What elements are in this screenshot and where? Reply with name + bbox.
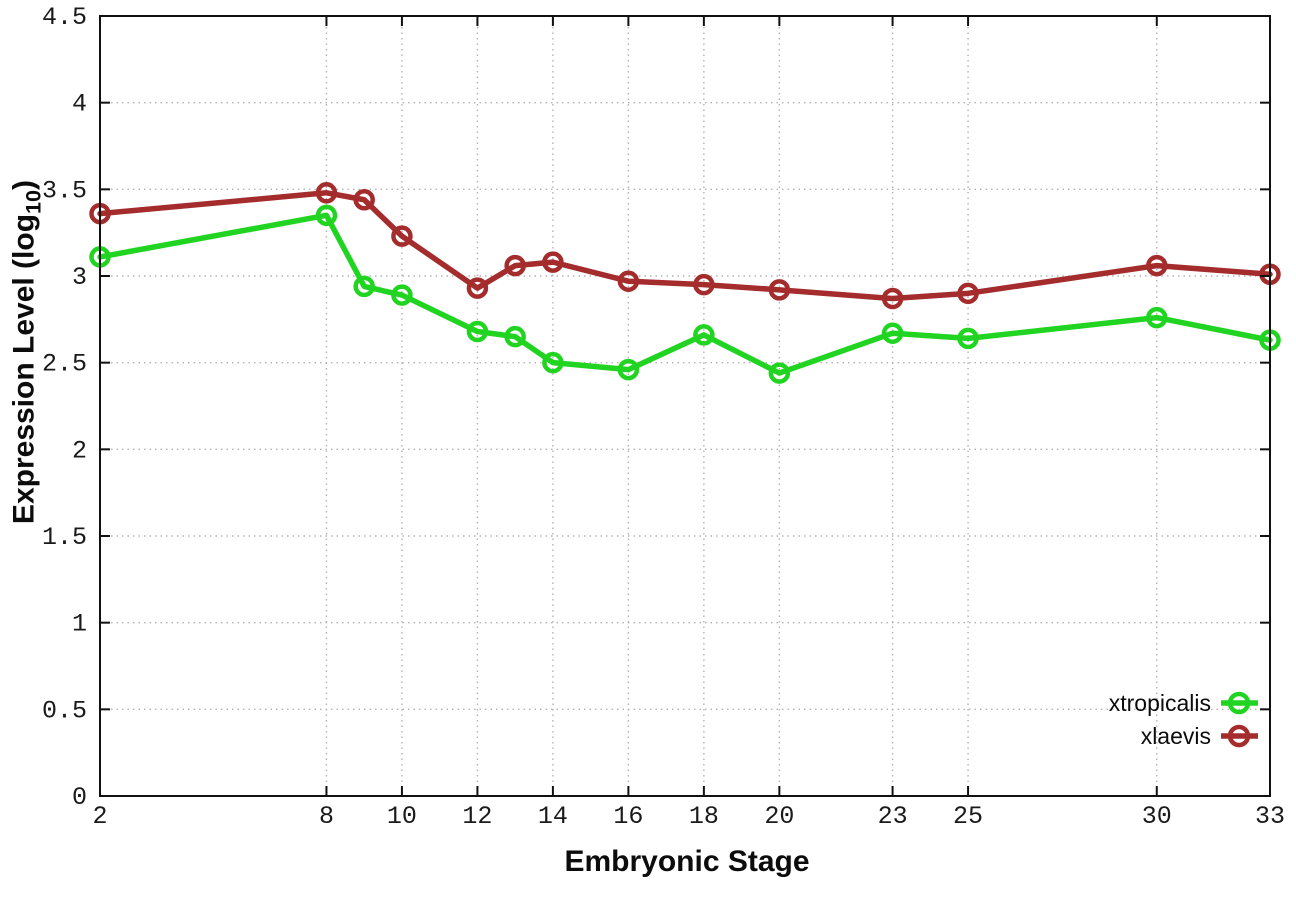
y-tick-label-3.5: 3.5 [42,176,87,205]
data-point-xtropicalis-stage-18 [693,324,715,346]
legend-marker-xlaevis [1227,724,1251,748]
data-point-xlaevis-stage-16 [617,270,640,292]
x-tick-label-12: 12 [462,802,492,831]
data-point-xlaevis-stage-30 [1146,254,1168,277]
data-point-xlaevis-stage-20 [768,279,791,301]
y-tick-label-3: 3 [72,263,87,292]
data-point-xtropicalis-stage-14 [542,351,564,374]
legend-label-xlaevis: xlaevis [1141,723,1211,749]
y-tick-label-2.5: 2.5 [42,350,87,379]
y-axis-title: Expression Level (log10) [8,180,47,524]
data-point-xlaevis-stage-12 [466,277,489,299]
data-point-xlaevis-stage-25 [957,282,979,305]
x-tick-label-23: 23 [878,802,908,831]
x-axis-title: Embryonic Stage [564,845,810,878]
data-point-xtropicalis-stage-10 [391,284,413,306]
series-line-xlaevis [97,190,1273,302]
data-point-xlaevis-stage-14 [542,251,564,273]
x-tick-label-30: 30 [1142,802,1172,831]
data-point-xtropicalis-stage-8 [315,204,338,227]
data-point-xlaevis-stage-13 [504,254,526,277]
y-tick-label-0: 0 [72,783,87,812]
data-point-xlaevis-stage-8 [315,182,338,204]
y-axis-title-prefix: Expression Level (log [7,213,41,525]
data-point-xtropicalis-stage-12 [466,320,489,343]
data-point-xtropicalis-stage-9 [353,275,375,298]
y-axis-title-subscript: 10 [20,189,46,214]
x-tick-label-10: 10 [387,802,417,831]
y-axis-title-suffix: ) [7,179,41,190]
data-point-xlaevis-stage-9 [353,188,375,211]
y-tick-label-1.5: 1.5 [42,523,87,552]
x-tick-label-20: 20 [764,802,794,831]
data-point-xtropicalis-stage-30 [1146,306,1168,329]
x-tick-label-16: 16 [613,802,643,831]
x-tick-label-18: 18 [689,802,719,831]
y-tick-label-2: 2 [72,436,87,465]
data-point-xtropicalis-stage-16 [617,358,640,381]
y-tick-label-4.5: 4.5 [42,3,87,32]
data-point-xlaevis-stage-10 [391,225,413,247]
plot-border [99,15,1271,797]
data-point-xtropicalis-stage-25 [957,327,979,350]
x-tick-label-2: 2 [92,802,107,831]
legend-marker-xtropicalis [1227,691,1251,715]
legend-label-xtropicalis: xtropicalis [1109,690,1211,716]
y-tick-label-1: 1 [72,610,87,639]
data-point-xtropicalis-stage-20 [768,362,791,384]
data-point-xtropicalis-stage-23 [881,322,904,344]
y-tick-label-4: 4 [72,90,87,119]
data-point-xtropicalis-stage-13 [504,325,526,348]
x-tick-label-8: 8 [319,802,334,831]
x-tick-label-25: 25 [953,802,983,831]
series-line-xtropicalis [97,212,1273,376]
x-tick-label-14: 14 [538,802,568,831]
data-point-xlaevis-stage-23 [881,287,904,310]
y-tick-label-0.5: 0.5 [42,696,87,725]
data-point-xlaevis-stage-18 [693,273,715,296]
x-tick-label-33: 33 [1255,802,1285,831]
